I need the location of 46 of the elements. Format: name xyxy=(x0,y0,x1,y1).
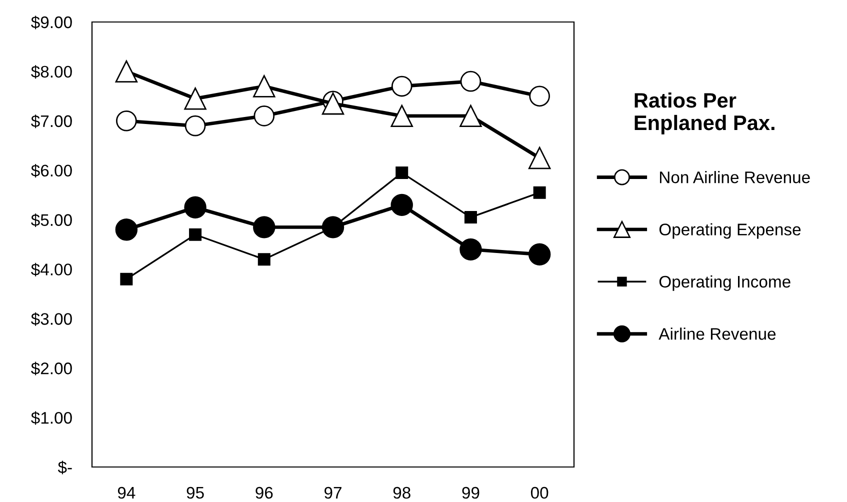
point xyxy=(258,253,270,266)
legend-label: Airline Revenue xyxy=(658,328,776,340)
point xyxy=(184,196,206,219)
y-tick-label: $1.00 xyxy=(31,411,72,425)
x-tick-label: 97 xyxy=(324,486,342,499)
point xyxy=(390,104,413,128)
y-tick-label: $8.00 xyxy=(31,65,72,79)
legend-label: Operating Income xyxy=(659,275,790,291)
x-tick-label: 95 xyxy=(186,486,204,499)
y-tick-label: $9.00 xyxy=(31,16,72,30)
x-tick-label: 96 xyxy=(256,486,273,499)
x-tick-label: 00 xyxy=(530,486,548,499)
point xyxy=(390,194,413,216)
point xyxy=(460,104,482,128)
point xyxy=(528,243,551,266)
y-tick-label: $7.00 xyxy=(31,114,72,128)
point xyxy=(184,115,206,136)
x-tick-label: 99 xyxy=(462,486,480,499)
y-tick-label: $- xyxy=(58,460,72,474)
point xyxy=(254,106,275,126)
point xyxy=(528,146,551,170)
point xyxy=(115,60,138,83)
point xyxy=(253,75,276,98)
point xyxy=(120,272,133,286)
legend-title: Ratios Per Enplaned Pax. xyxy=(634,92,774,134)
point xyxy=(460,238,482,261)
y-tick-label: $5.00 xyxy=(31,213,72,227)
point xyxy=(460,70,482,92)
point xyxy=(189,228,202,241)
point xyxy=(464,211,477,224)
x-tick-label: 98 xyxy=(393,486,410,499)
y-tick-label: $4.00 xyxy=(31,262,72,276)
point xyxy=(533,186,546,199)
point xyxy=(396,166,408,180)
point xyxy=(529,86,550,107)
point xyxy=(184,88,206,110)
point xyxy=(391,76,412,97)
y-tick-label: $3.00 xyxy=(31,312,72,326)
point xyxy=(115,218,138,241)
y-tick-label: $6.00 xyxy=(31,164,72,178)
legend-label: Operating Expense xyxy=(659,223,801,239)
legend-label: Non Airline Revenue xyxy=(660,170,810,184)
point xyxy=(116,110,137,132)
point xyxy=(253,216,276,238)
y-tick-label: $2.00 xyxy=(31,362,72,376)
x-tick-label: 94 xyxy=(118,486,136,499)
